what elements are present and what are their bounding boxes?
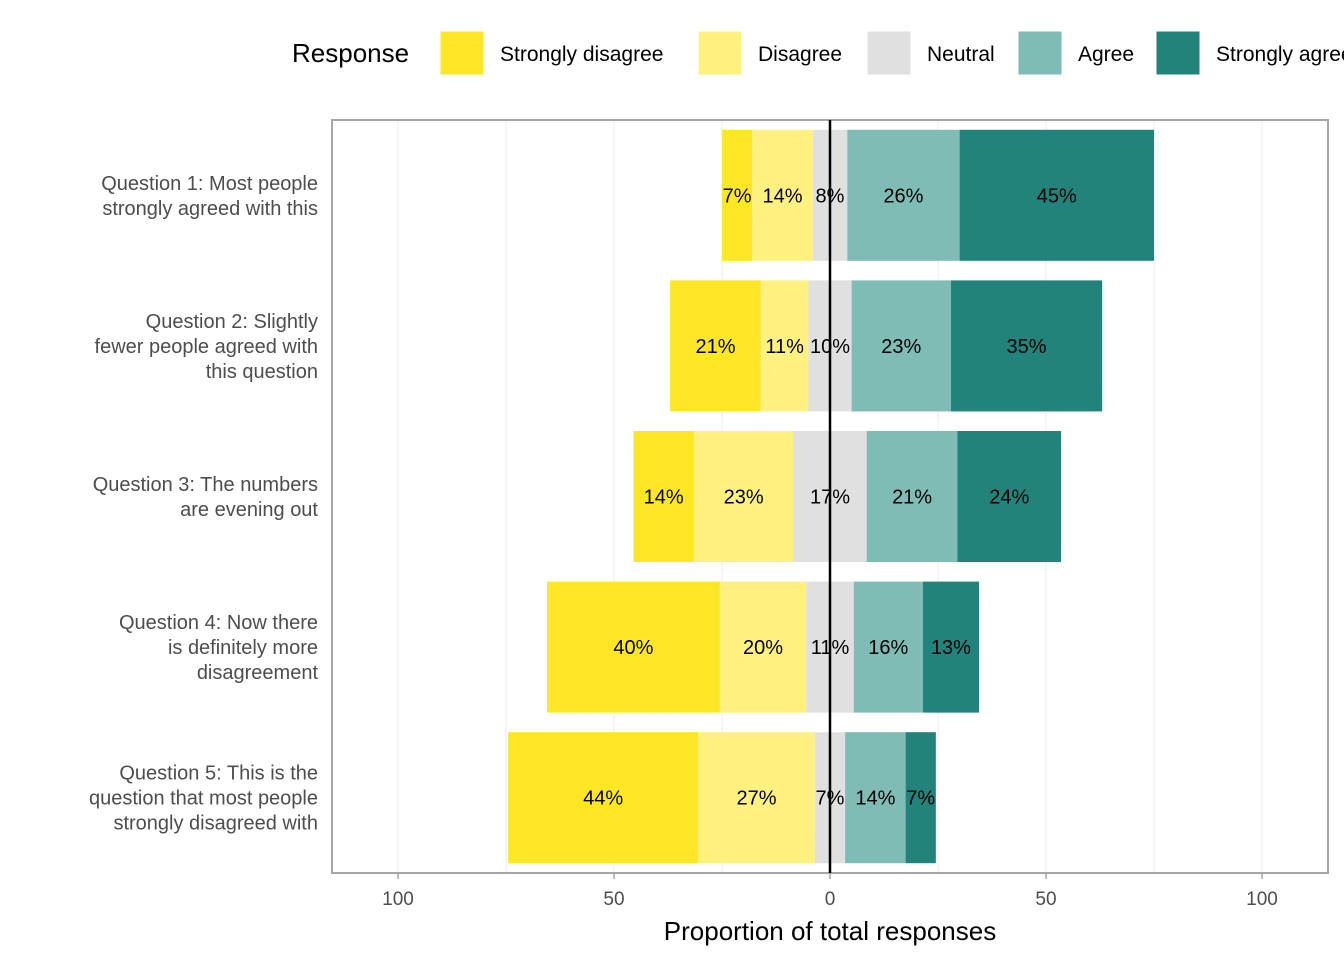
bar-segment [760,280,809,412]
data-label: 23% [881,336,921,358]
data-label: 35% [1007,336,1047,358]
data-label: 26% [883,185,923,207]
category-label: this question [206,361,318,383]
bar-segment [633,430,694,563]
legend-key [697,30,743,76]
data-label: 7% [723,185,752,207]
category-label: Question 2: Slightly [146,311,318,333]
x-tick-label: 50 [603,889,624,910]
data-label: 11% [765,336,804,358]
bar-segment [698,732,815,864]
bar-segment [547,581,720,713]
bar-segment [719,581,807,713]
data-label: 21% [892,487,932,509]
legend-label: Strongly agree [1216,43,1344,66]
x-tick-label: 100 [382,889,414,910]
category-label: Question 4: Now there [119,612,318,634]
category-label: is definitely more [168,637,318,659]
category-label: strongly disagreed with [113,813,318,835]
category-label: Question 3: The numbers [93,474,318,496]
bar-segment [670,280,761,412]
data-label: 27% [737,788,777,810]
data-label: 45% [1037,185,1077,207]
legend-key [1017,30,1063,76]
legend-label: Neutral [927,43,995,66]
data-label: 44% [583,788,623,810]
category-label: question that most people [89,788,318,810]
bar-segment [847,129,960,261]
x-axis-title: Proportion of total responses [664,916,996,946]
bar-segment [693,430,794,563]
x-tick-label: 0 [825,889,836,910]
category-label: Question 5: This is the [119,763,318,785]
category-label: strongly agreed with this [102,198,318,220]
y-axis-labels: Question 1: Most people strongly agreed w… [89,173,318,835]
data-label: 40% [613,637,653,659]
x-axis-ticks: 100 50 0 50 100 [382,873,1278,910]
category-label: disagreement [197,662,319,684]
legend-key [439,30,485,76]
category-label: Question 1: Most people [101,173,318,195]
bar-segment [950,280,1103,412]
legend-label: Disagree [758,43,842,66]
data-labels: 7% 14% 8% 26% 45%21% 11% 10% 23% 35%14% 23% 17% 21%… [583,185,1077,809]
data-label: 7% [906,788,935,810]
data-label: 14% [855,788,895,810]
bar-segment [508,732,699,864]
legend-label: Agree [1078,43,1134,66]
bar-segment [752,129,813,261]
legend-label: Strongly disagree [500,43,663,66]
data-label: 20% [743,637,783,659]
bar-segment [851,280,951,412]
legend-key [1155,30,1201,76]
x-tick-label: 50 [1035,889,1056,910]
category-label: are evening out [180,499,318,521]
data-label: 24% [989,487,1029,509]
data-label: 13% [931,637,971,659]
bar-segment [845,732,906,864]
legend: Response Strongly disagree Disagree Neutral… [292,30,1344,76]
data-label: 23% [724,487,764,509]
bar-segment [959,129,1154,261]
bar-segment [957,430,1062,563]
bar-segment [722,129,753,261]
x-tick-label: 100 [1246,889,1278,910]
category-label: fewer people agreed with [95,336,318,358]
bar-segment [866,430,958,563]
legend-title: Response [292,38,409,68]
data-label: 21% [696,336,736,358]
data-label: 14% [644,487,684,509]
data-label: 14% [762,185,802,207]
data-label: 16% [868,637,908,659]
bar-segment [905,732,936,864]
bars [508,129,1154,864]
legend-key [866,30,912,76]
bar-segment [853,581,923,713]
bar-segment [922,581,980,713]
